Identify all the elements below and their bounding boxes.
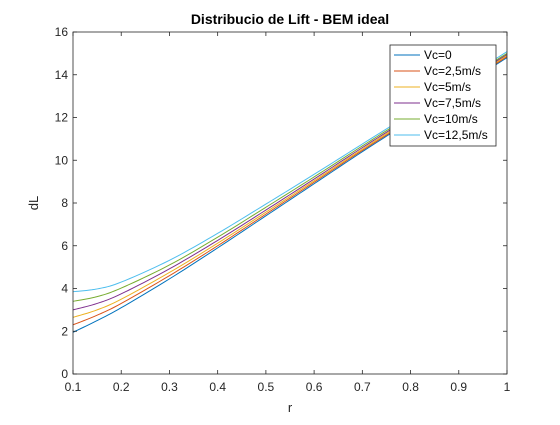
y-tick-label: 14	[55, 68, 69, 82]
legend-entry-3: Vc=5m/s	[394, 80, 471, 94]
x-tick-label: 0.1	[65, 380, 82, 394]
y-tick-label: 12	[55, 111, 69, 125]
x-tick-label: 0.9	[450, 380, 467, 394]
chart-title: Distribucio de Lift - BEM ideal	[191, 11, 389, 27]
y-tick-label: 0	[61, 367, 68, 381]
x-tick-label: 0.6	[306, 380, 323, 394]
legend-entry-1: Vc=0	[394, 48, 452, 62]
y-tick-label: 10	[55, 153, 69, 167]
x-tick-label: 0.5	[258, 380, 275, 394]
legend-entry-6: Vc=12,5m/s	[394, 128, 488, 142]
y-tick-label: 8	[61, 196, 68, 210]
legend-label: Vc=2,5m/s	[424, 64, 481, 78]
legend-label: Vc=7,5m/s	[424, 96, 481, 110]
y-tick-label: 6	[61, 239, 68, 253]
x-axis-label: r	[288, 400, 293, 415]
y-axis-label: dL	[26, 196, 41, 210]
legend-entry-2: Vc=2,5m/s	[394, 64, 481, 78]
legend-label: Vc=12,5m/s	[424, 128, 488, 142]
y-axis-ticks: 0 2 4 6 8 10 12 14 16	[55, 25, 507, 381]
x-tick-label: 0.3	[161, 380, 178, 394]
x-tick-label: 0.8	[402, 380, 419, 394]
x-axis-ticks: 0.1 0.2 0.3 0.4 0.5 0.6 0.7 0.8 0.9 1	[65, 32, 511, 394]
y-tick-label: 2	[61, 324, 68, 338]
x-tick-label: 1	[504, 380, 511, 394]
x-tick-label: 0.7	[354, 380, 371, 394]
legend: Vc=0 Vc=2,5m/s Vc=5m/s Vc=7,5m/s Vc=10m/s Vc=…	[389, 44, 497, 147]
legend-label: Vc=10m/s	[424, 112, 478, 126]
legend-label: Vc=0	[424, 48, 452, 62]
y-tick-label: 4	[61, 282, 68, 296]
legend-label: Vc=5m/s	[424, 80, 471, 94]
legend-box	[389, 44, 497, 147]
x-tick-label: 0.2	[113, 380, 130, 394]
legend-entry-4: Vc=7,5m/s	[394, 96, 481, 110]
y-tick-label: 16	[55, 25, 69, 39]
x-tick-label: 0.4	[209, 380, 226, 394]
legend-entry-5: Vc=10m/s	[394, 112, 478, 126]
